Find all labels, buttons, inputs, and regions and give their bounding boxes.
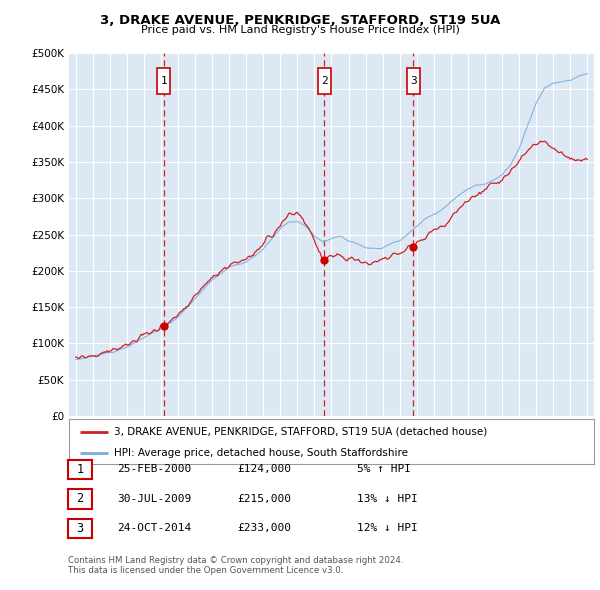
- Text: HPI: Average price, detached house, South Staffordshire: HPI: Average price, detached house, Sout…: [113, 448, 407, 458]
- Text: 3: 3: [410, 76, 417, 86]
- Text: 3: 3: [76, 522, 83, 535]
- Text: £215,000: £215,000: [237, 494, 291, 503]
- Text: 2: 2: [321, 76, 328, 86]
- FancyBboxPatch shape: [157, 68, 170, 94]
- Text: This data is licensed under the Open Government Licence v3.0.: This data is licensed under the Open Gov…: [68, 566, 343, 575]
- Text: 24-OCT-2014: 24-OCT-2014: [117, 523, 191, 533]
- Text: 12% ↓ HPI: 12% ↓ HPI: [357, 523, 418, 533]
- Text: £124,000: £124,000: [237, 464, 291, 474]
- Text: 25-FEB-2000: 25-FEB-2000: [117, 464, 191, 474]
- Text: 3, DRAKE AVENUE, PENKRIDGE, STAFFORD, ST19 5UA (detached house): 3, DRAKE AVENUE, PENKRIDGE, STAFFORD, ST…: [113, 427, 487, 437]
- Text: 1: 1: [76, 463, 83, 476]
- FancyBboxPatch shape: [407, 68, 420, 94]
- Text: 13% ↓ HPI: 13% ↓ HPI: [357, 494, 418, 503]
- Text: Contains HM Land Registry data © Crown copyright and database right 2024.: Contains HM Land Registry data © Crown c…: [68, 556, 403, 565]
- FancyBboxPatch shape: [318, 68, 331, 94]
- Text: 1: 1: [160, 76, 167, 86]
- Text: 3, DRAKE AVENUE, PENKRIDGE, STAFFORD, ST19 5UA: 3, DRAKE AVENUE, PENKRIDGE, STAFFORD, ST…: [100, 14, 500, 27]
- Text: Price paid vs. HM Land Registry's House Price Index (HPI): Price paid vs. HM Land Registry's House …: [140, 25, 460, 35]
- Text: £233,000: £233,000: [237, 523, 291, 533]
- Text: 30-JUL-2009: 30-JUL-2009: [117, 494, 191, 503]
- Text: 2: 2: [76, 492, 83, 506]
- Text: 5% ↑ HPI: 5% ↑ HPI: [357, 464, 411, 474]
